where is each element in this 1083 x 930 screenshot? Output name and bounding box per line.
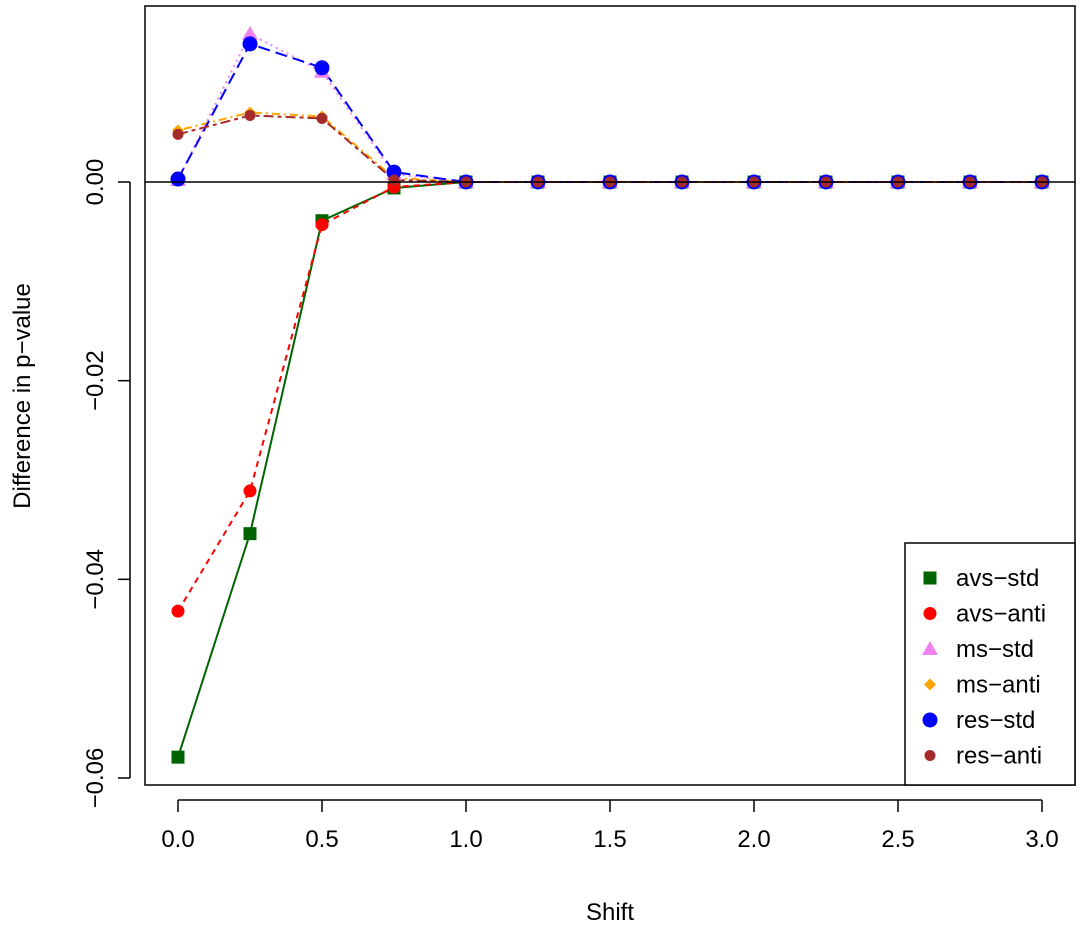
data-point (243, 527, 257, 541)
data-point (171, 604, 185, 618)
data-point (242, 25, 258, 40)
y-tick-label: −0.02 (82, 350, 109, 411)
y-axis-label: Difference in p−value (9, 283, 36, 509)
data-point (243, 484, 257, 498)
legend-marker (922, 712, 938, 728)
series-line (177, 111, 1042, 183)
legend-marker (924, 750, 936, 761)
x-axis-label: Shift (586, 899, 634, 926)
x-tick-label: 1.0 (449, 826, 482, 853)
data-point (242, 36, 258, 52)
legend-label: res−std (956, 707, 1035, 734)
y-tick-label: −0.06 (82, 748, 109, 809)
legend-marker (922, 641, 938, 655)
data-point (244, 109, 256, 121)
legend-label: avs−anti (956, 601, 1046, 628)
legend-marker (924, 678, 936, 691)
data-point (388, 174, 400, 186)
x-tick-label: 2.0 (737, 826, 770, 853)
legend-label: ms−std (956, 636, 1034, 663)
x-tick-label: 2.5 (881, 826, 914, 853)
data-point (386, 164, 402, 180)
x-tick-label: 1.5 (593, 826, 626, 853)
y-tick-label: 0.00 (82, 159, 109, 206)
data-point (171, 750, 185, 764)
data-point (315, 218, 329, 232)
y-tick-label: −0.04 (82, 549, 109, 610)
data-point (172, 128, 184, 140)
x-tick-label: 0.0 (161, 826, 194, 853)
series-line (177, 114, 1042, 183)
legend-marker (923, 571, 937, 585)
data-point (316, 112, 328, 124)
legend-marker (923, 607, 937, 620)
x-tick-label: 3.0 (1025, 826, 1058, 853)
axes: 0.0 0.5 1.0 1.5 2.0 2.5 3.0 −0.06 −0.04 −0.02 0.00 (82, 5, 1076, 853)
data-point (314, 60, 330, 76)
legend-label: ms−anti (956, 672, 1041, 699)
x-tick-label: 0.5 (305, 826, 338, 853)
data-point (170, 171, 186, 187)
plot-frame (144, 5, 1076, 786)
series-line (177, 32, 1042, 183)
legend-label: res−anti (956, 743, 1042, 770)
legend-label: avs−std (956, 565, 1039, 592)
legend: avs−std avs−anti ms−std ms−anti res−std res−a… (904, 542, 1076, 786)
